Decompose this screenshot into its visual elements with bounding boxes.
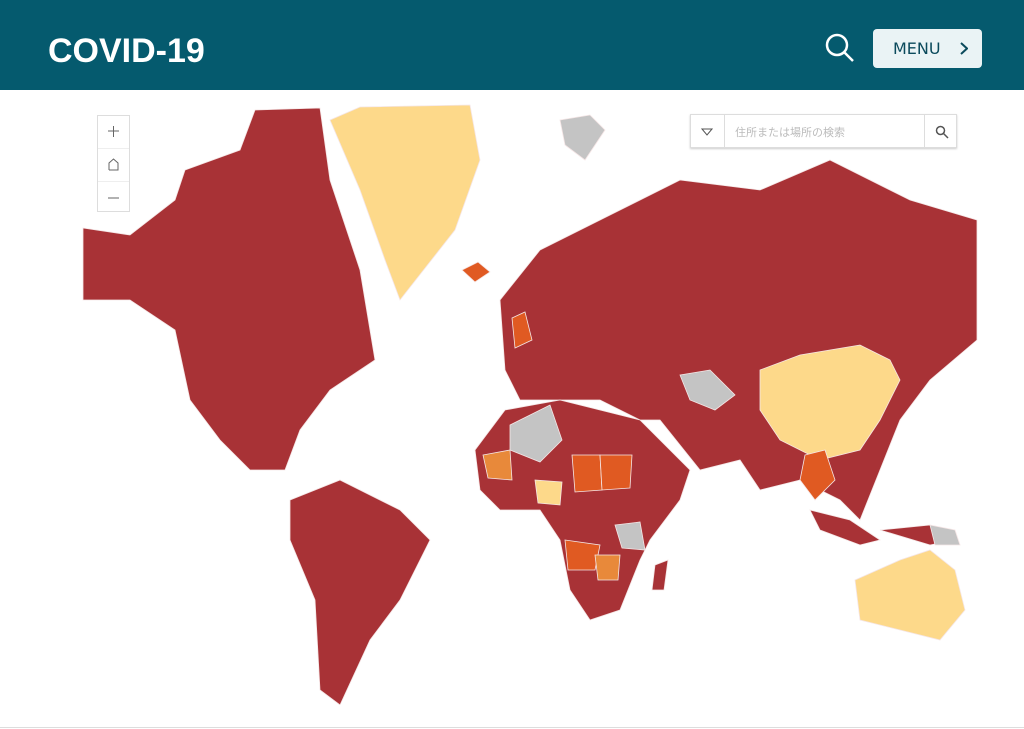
divider xyxy=(0,727,1024,728)
search-box[interactable]: 住所または場所の検索 xyxy=(690,114,957,148)
zoom-in[interactable] xyxy=(98,116,129,149)
search-placeholder: 住所または場所の検索 xyxy=(735,126,845,139)
world-map[interactable] xyxy=(0,91,1024,705)
zoom-out[interactable] xyxy=(98,182,129,214)
dropdown[interactable] xyxy=(701,127,713,137)
menu-label: MENU xyxy=(893,39,941,58)
search-icon[interactable] xyxy=(824,32,856,64)
menu-button[interactable]: MENU xyxy=(873,29,982,68)
search-button[interactable] xyxy=(935,125,949,139)
home[interactable] xyxy=(98,149,129,182)
zoom-controls xyxy=(97,115,130,212)
title: COVID-19 xyxy=(48,32,205,70)
header: COVID-19 MENU xyxy=(0,0,1024,90)
